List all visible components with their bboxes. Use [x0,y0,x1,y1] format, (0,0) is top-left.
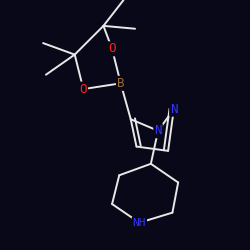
Text: N: N [154,124,162,137]
Text: O: O [108,42,116,55]
Text: B: B [117,77,124,90]
Text: O: O [80,82,87,96]
Text: N: N [170,103,177,116]
Text: NH: NH [132,218,146,228]
